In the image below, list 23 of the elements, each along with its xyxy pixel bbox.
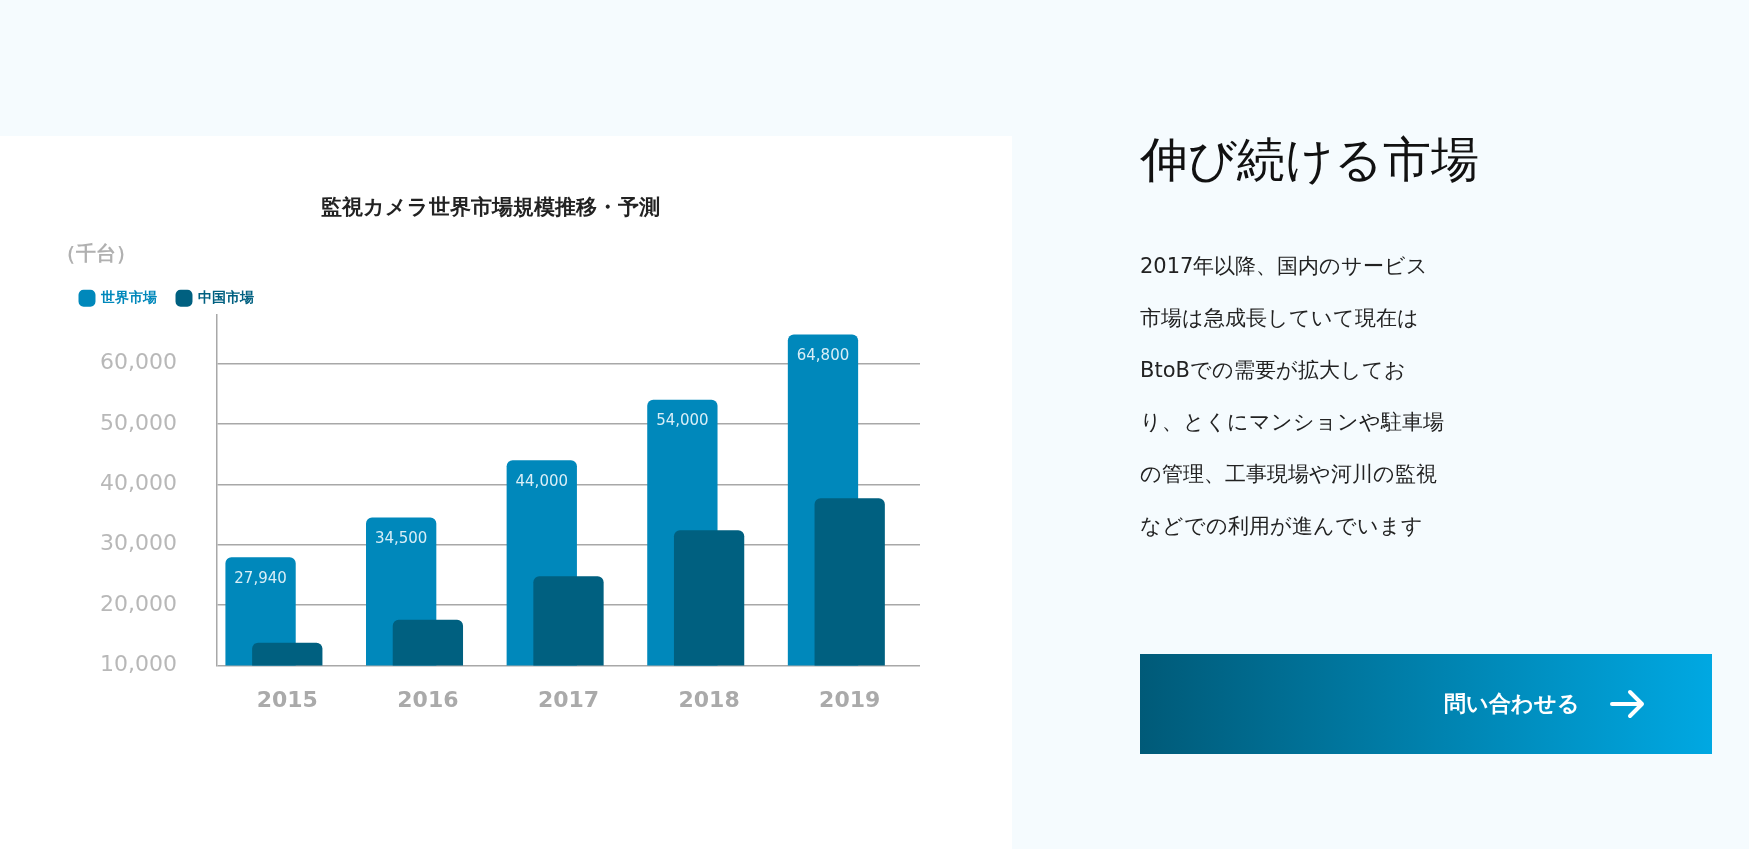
- text: 2017年以降、国内のサービス市場は急成長していて現在はBtoBでの需要が拡大しており、とくにマンションや駐車場の管理、工事現場や河川の監視などでの利用が進んでいます: [1140, 254, 1444, 538]
- y-tick-label: 20,000: [99, 590, 177, 616]
- data-label: 64,800: [796, 345, 850, 364]
- x-tick-label: 2017: [537, 686, 600, 712]
- y-tick-label: 30,000: [99, 530, 177, 556]
- y-tick-label: 50,000: [99, 409, 177, 435]
- x-tick-label: 2016: [397, 686, 459, 712]
- data-label: 54,000: [656, 411, 709, 430]
- x-tick-label: 2015: [256, 686, 318, 712]
- data-label: 34,500: [374, 528, 428, 547]
- data-label: 44,000: [515, 471, 569, 490]
- legend-label: 中国市場: [198, 288, 254, 305]
- chart-title: 監視カメラ世界市場規模推移・予測: [320, 195, 660, 220]
- text: 伸び続ける市場: [1140, 130, 1479, 189]
- y-axis-title: （千台）: [56, 241, 136, 266]
- x-tick-label: 2019: [819, 686, 881, 712]
- y-tick-label: 10,000: [99, 651, 177, 677]
- y-tick-label: 60,000: [99, 349, 177, 375]
- legend-label: 世界市場: [100, 288, 157, 305]
- x-tick-label: 2018: [678, 686, 740, 712]
- contact-button: 問い合わせる: [1140, 654, 1712, 754]
- data-label: 27,940: [234, 568, 287, 587]
- y-tick-label: 40,000: [99, 470, 177, 496]
